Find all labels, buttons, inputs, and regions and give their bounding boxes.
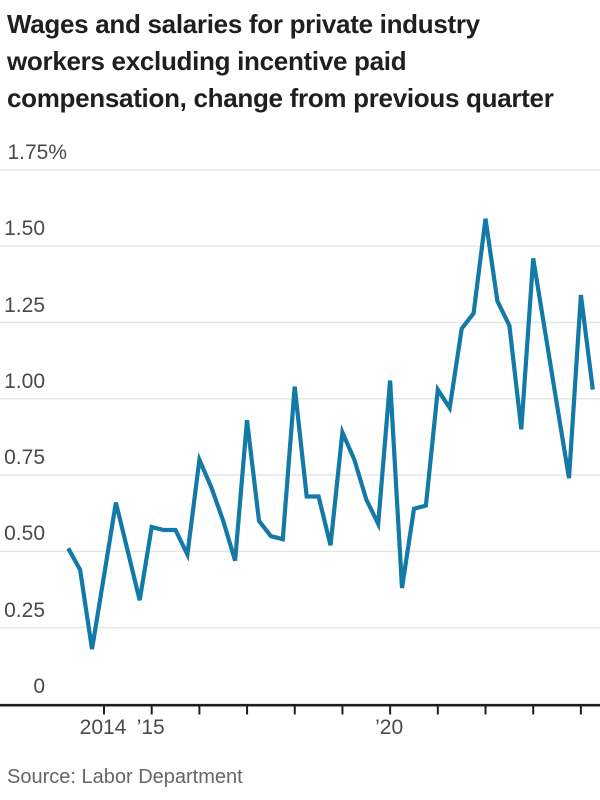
x-axis-label: ’20 [375,716,404,739]
source-note: Source: Labor Department [7,766,243,788]
x-axis-label: 2014 [79,716,127,739]
y-axis-label: 0 [33,675,45,698]
chart-title-line-2: workers excluding incentive paid [7,46,407,76]
y-axis-label: 1.25 [4,293,45,317]
y-axis-label: 1.00 [4,369,45,393]
y-axis-label: 1.50 [4,217,45,241]
y-axis-label: 0.75 [4,446,45,470]
y-axis-label: 0.25 [4,598,45,622]
y-axis-label: 1.75% [7,140,67,164]
chart-title-line-3: compensation, change from previous quart… [7,83,554,113]
y-axis-label: 0.50 [4,522,45,546]
x-axis-label: ’15 [136,716,165,739]
chart-title: Wages and salaries for private industry … [7,6,599,117]
wages-data-line [66,218,595,650]
chart-title-line-1: Wages and salaries for private industry [7,9,480,39]
